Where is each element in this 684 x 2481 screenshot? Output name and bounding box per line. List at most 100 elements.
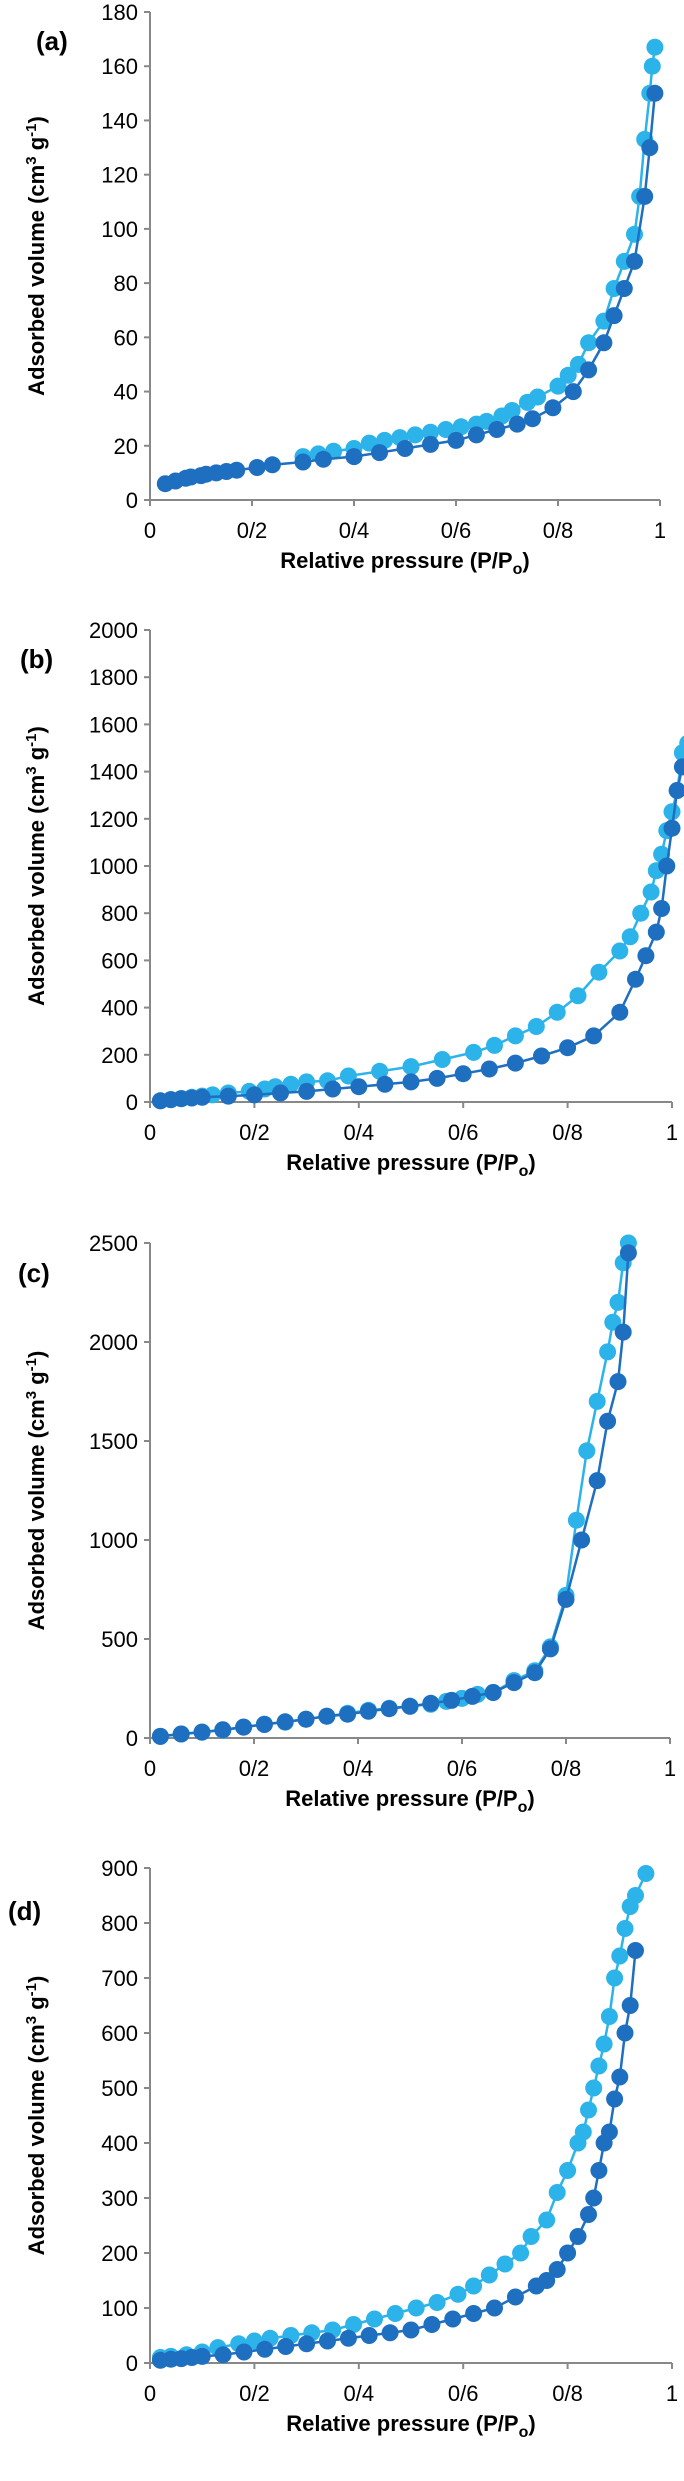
data-point: [263, 456, 281, 474]
data-point: [193, 1088, 211, 1106]
y-tick-label: 80: [114, 271, 138, 296]
data-point: [637, 947, 655, 965]
data-point: [668, 782, 684, 799]
x-tick-label: 0/2: [239, 2381, 270, 2406]
data-point: [569, 2134, 587, 2152]
x-tick-label: 0/2: [239, 1756, 270, 1781]
y-tick-label: 40: [114, 380, 138, 405]
y-tick-label: 60: [114, 325, 138, 350]
data-point: [538, 2211, 556, 2229]
data-point: [402, 2321, 420, 2339]
data-point: [214, 2346, 232, 2364]
data-point: [636, 187, 654, 205]
data-point: [533, 1047, 550, 1065]
data-point: [663, 819, 681, 837]
data-point: [642, 883, 660, 901]
data-point: [151, 1727, 169, 1745]
y-tick-label: 1400: [89, 760, 138, 785]
data-point: [673, 744, 684, 762]
series-adsorption: [156, 84, 664, 493]
data-point: [616, 1920, 634, 1937]
data-point: [276, 1713, 294, 1731]
data-point: [324, 1080, 342, 1098]
data-point: [559, 2244, 577, 2262]
data-point: [621, 1997, 639, 2014]
data-point: [559, 1039, 577, 1057]
data-point: [444, 2310, 462, 2328]
data-point: [463, 1687, 481, 1705]
data-point: [611, 942, 629, 960]
data-point: [559, 2162, 577, 2179]
data-point: [406, 426, 424, 444]
y-axis-title: Adsorbed volume (cm3 g-1): [23, 726, 49, 1006]
data-point: [580, 2101, 597, 2119]
data-point: [663, 803, 681, 821]
x-tick-label: 0/6: [447, 1756, 478, 1781]
data-point: [433, 1051, 451, 1068]
data-point: [606, 2090, 624, 2108]
series-line: [164, 93, 657, 485]
y-tick-label: 0: [126, 2351, 138, 2376]
data-point: [588, 1472, 606, 1490]
y-tick-label: 200: [101, 2241, 138, 2266]
data-point: [428, 1069, 446, 1087]
data-point: [578, 1442, 596, 1460]
x-tick-label: 0: [144, 518, 156, 543]
data-point: [506, 2288, 524, 2306]
data-point: [294, 453, 312, 471]
x-axis-title: Relative pressure (P/Po): [285, 1786, 534, 1816]
data-point: [235, 2343, 253, 2361]
data-point: [359, 1702, 377, 1720]
y-tick-label: 120: [101, 163, 138, 188]
y-tick-label: 600: [101, 2021, 138, 2046]
data-point: [493, 407, 511, 425]
series-line: [160, 1872, 648, 2359]
y-tick-label: 1800: [89, 665, 138, 690]
data-point: [557, 1590, 575, 1608]
series-line: [302, 47, 657, 458]
data-point: [465, 2277, 483, 2295]
y-tick-label: 2500: [89, 1231, 138, 1256]
x-tick-label: 0/8: [543, 518, 574, 543]
y-tick-label: 500: [101, 2076, 138, 2101]
data-point: [423, 2316, 441, 2333]
data-point: [386, 2305, 404, 2322]
series-adsorption: [151, 758, 684, 1110]
data-point: [422, 423, 439, 441]
data-point: [569, 987, 587, 1005]
data-point: [402, 1073, 420, 1091]
data-point: [402, 1058, 420, 1076]
x-axis-title: Relative pressure (P/Po): [280, 548, 529, 578]
data-point: [228, 461, 246, 479]
y-tick-label: 0: [126, 488, 138, 513]
data-point: [606, 1969, 624, 1987]
data-point: [484, 1684, 502, 1701]
data-point: [360, 2327, 378, 2344]
data-point: [647, 923, 665, 941]
data-point: [193, 2347, 211, 2365]
data-point: [548, 2184, 566, 2201]
chart-panel-3: 0 500 1000 1500 2000 2500 0 0/2 0/4 0/6 0/8 1 Relati…: [18, 1231, 676, 1816]
y-axis-title: Adsorbed volume (cm3 g-1): [23, 1976, 49, 2256]
data-point: [580, 361, 598, 379]
data-point: [345, 2316, 363, 2333]
data-point: [486, 2299, 503, 2317]
data-point: [272, 1084, 289, 1102]
y-tick-label: 2000: [89, 618, 138, 643]
data-point: [449, 2285, 467, 2303]
series-line: [160, 1242, 630, 1738]
data-point: [632, 904, 650, 922]
x-tick-label: 0: [144, 2381, 156, 2406]
data-point: [616, 2024, 634, 2042]
x-tick-label: 0/4: [343, 1756, 374, 1781]
data-point: [350, 1078, 368, 1096]
data-point: [564, 383, 582, 401]
chart-panel-1: 0 20 40 60 80 100 120 140 160 180 0 0/2 0/4 0/6 0/8 1 Re…: [23, 0, 666, 578]
data-point: [339, 2329, 357, 2347]
data-point: [643, 57, 661, 75]
data-point: [314, 450, 332, 468]
data-point: [447, 431, 465, 449]
x-tick-label: 0/8: [552, 2381, 583, 2406]
data-point: [614, 1323, 632, 1341]
